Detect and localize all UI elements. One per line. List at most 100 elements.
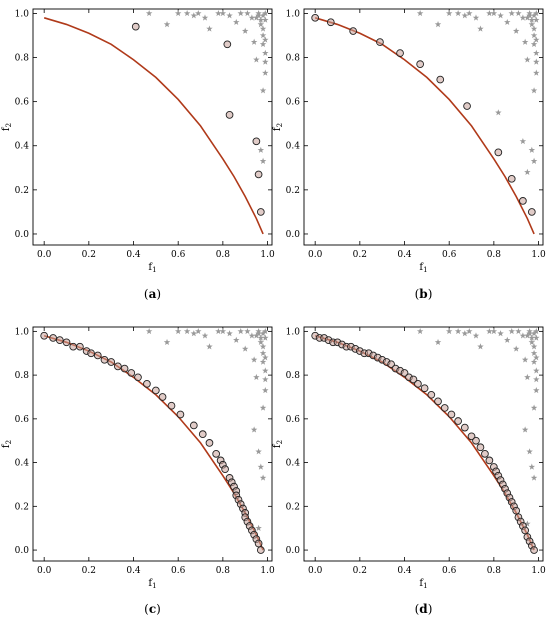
- solution-point: [256, 546, 265, 554]
- population-star: [253, 332, 260, 339]
- population-star: [183, 10, 191, 17]
- population-star: [163, 21, 171, 28]
- population-star: [259, 358, 267, 365]
- solution-point: [476, 443, 485, 452]
- population-star: [515, 10, 522, 17]
- panel-label: (d): [415, 602, 433, 616]
- population-star: [145, 10, 153, 17]
- population-star: [533, 49, 540, 56]
- solution-point: [225, 111, 234, 119]
- population-star: [472, 332, 480, 339]
- population-star: [504, 18, 511, 25]
- solution-point: [507, 174, 516, 183]
- x-tick-label: 0.0: [37, 250, 52, 260]
- y-tick-label: 0.8: [15, 371, 30, 381]
- solution-point: [420, 384, 429, 393]
- x-tick-label: 0.2: [82, 566, 96, 576]
- x-tick-label: 0.4: [126, 250, 141, 260]
- population-star: [244, 10, 251, 17]
- population-star: [524, 14, 531, 21]
- population-star: [528, 146, 536, 153]
- population-star: [445, 327, 453, 335]
- population-star: [253, 14, 260, 21]
- solution-point: [120, 364, 129, 373]
- solution-point: [326, 18, 335, 27]
- population-star: [526, 330, 533, 337]
- population-star: [241, 345, 249, 352]
- solution-point: [256, 208, 265, 216]
- solution-point: [127, 369, 136, 377]
- x-tick-label: 0.4: [397, 250, 412, 260]
- x-tick-label: 1.0: [260, 250, 275, 260]
- population-star: [530, 157, 538, 164]
- population-star: [521, 426, 529, 433]
- population-star: [262, 69, 269, 76]
- population-star: [533, 367, 540, 374]
- population-star: [530, 25, 538, 32]
- solution-point: [521, 526, 529, 535]
- population-star: [528, 338, 536, 346]
- solution-point: [152, 386, 160, 395]
- population-star: [416, 327, 424, 335]
- population-star: [530, 40, 538, 48]
- solution-point: [485, 456, 494, 465]
- solution-point: [460, 423, 469, 432]
- population-star: [524, 520, 531, 527]
- population-star: [521, 38, 529, 45]
- population-star: [533, 327, 540, 335]
- population-star: [524, 332, 531, 339]
- population-star: [497, 12, 504, 19]
- population-star: [257, 146, 265, 153]
- population-star: [174, 10, 182, 17]
- y-tick-label: 0.2: [15, 502, 29, 512]
- population-star: [259, 87, 267, 94]
- population-star: [257, 334, 265, 341]
- solution-point: [100, 355, 109, 364]
- population-star: [512, 345, 520, 352]
- population-star: [257, 338, 265, 346]
- solution-point: [76, 342, 84, 351]
- y-axis-label: f2: [272, 440, 284, 448]
- x-axis-label: f1: [148, 262, 156, 274]
- population-star: [250, 38, 258, 45]
- population-star: [262, 10, 269, 17]
- x-tick-label: 0.4: [126, 566, 141, 576]
- population-star: [434, 21, 442, 28]
- population-star: [201, 332, 209, 339]
- solution-point: [158, 393, 167, 401]
- x-tick-label: 0.2: [82, 250, 96, 260]
- population-star: [255, 330, 262, 337]
- solution-point: [434, 397, 442, 406]
- population-star: [248, 14, 256, 21]
- population-star: [262, 387, 269, 394]
- solution-point: [454, 417, 462, 425]
- solution-point: [349, 27, 357, 35]
- population-star: [508, 327, 515, 335]
- solution-point: [167, 401, 176, 410]
- population-star: [262, 36, 269, 43]
- plot-frame: [32, 326, 273, 562]
- population-star: [466, 327, 473, 335]
- solution-point: [62, 338, 71, 347]
- population-star: [528, 463, 536, 470]
- solution-point: [176, 410, 185, 419]
- population-star: [262, 334, 269, 341]
- y-tick-label: 0.0: [286, 546, 301, 556]
- solution-point: [87, 349, 95, 358]
- solution-point: [223, 40, 232, 49]
- x-tick-label: 0.6: [442, 250, 457, 260]
- y-tick-label: 0.4: [286, 142, 301, 152]
- solution-point: [254, 170, 263, 179]
- x-axis-label: f1: [419, 578, 427, 590]
- population-star: [259, 32, 267, 39]
- population-star: [206, 25, 213, 32]
- solution-point: [519, 197, 527, 205]
- solution-point: [55, 336, 64, 344]
- pareto-front-curve: [314, 334, 535, 551]
- y-tick-label: 1.0: [286, 9, 301, 19]
- population-star: [257, 16, 265, 23]
- population-star: [248, 332, 256, 339]
- population-star: [528, 21, 536, 28]
- solution-point: [311, 13, 320, 22]
- population-star: [190, 12, 198, 19]
